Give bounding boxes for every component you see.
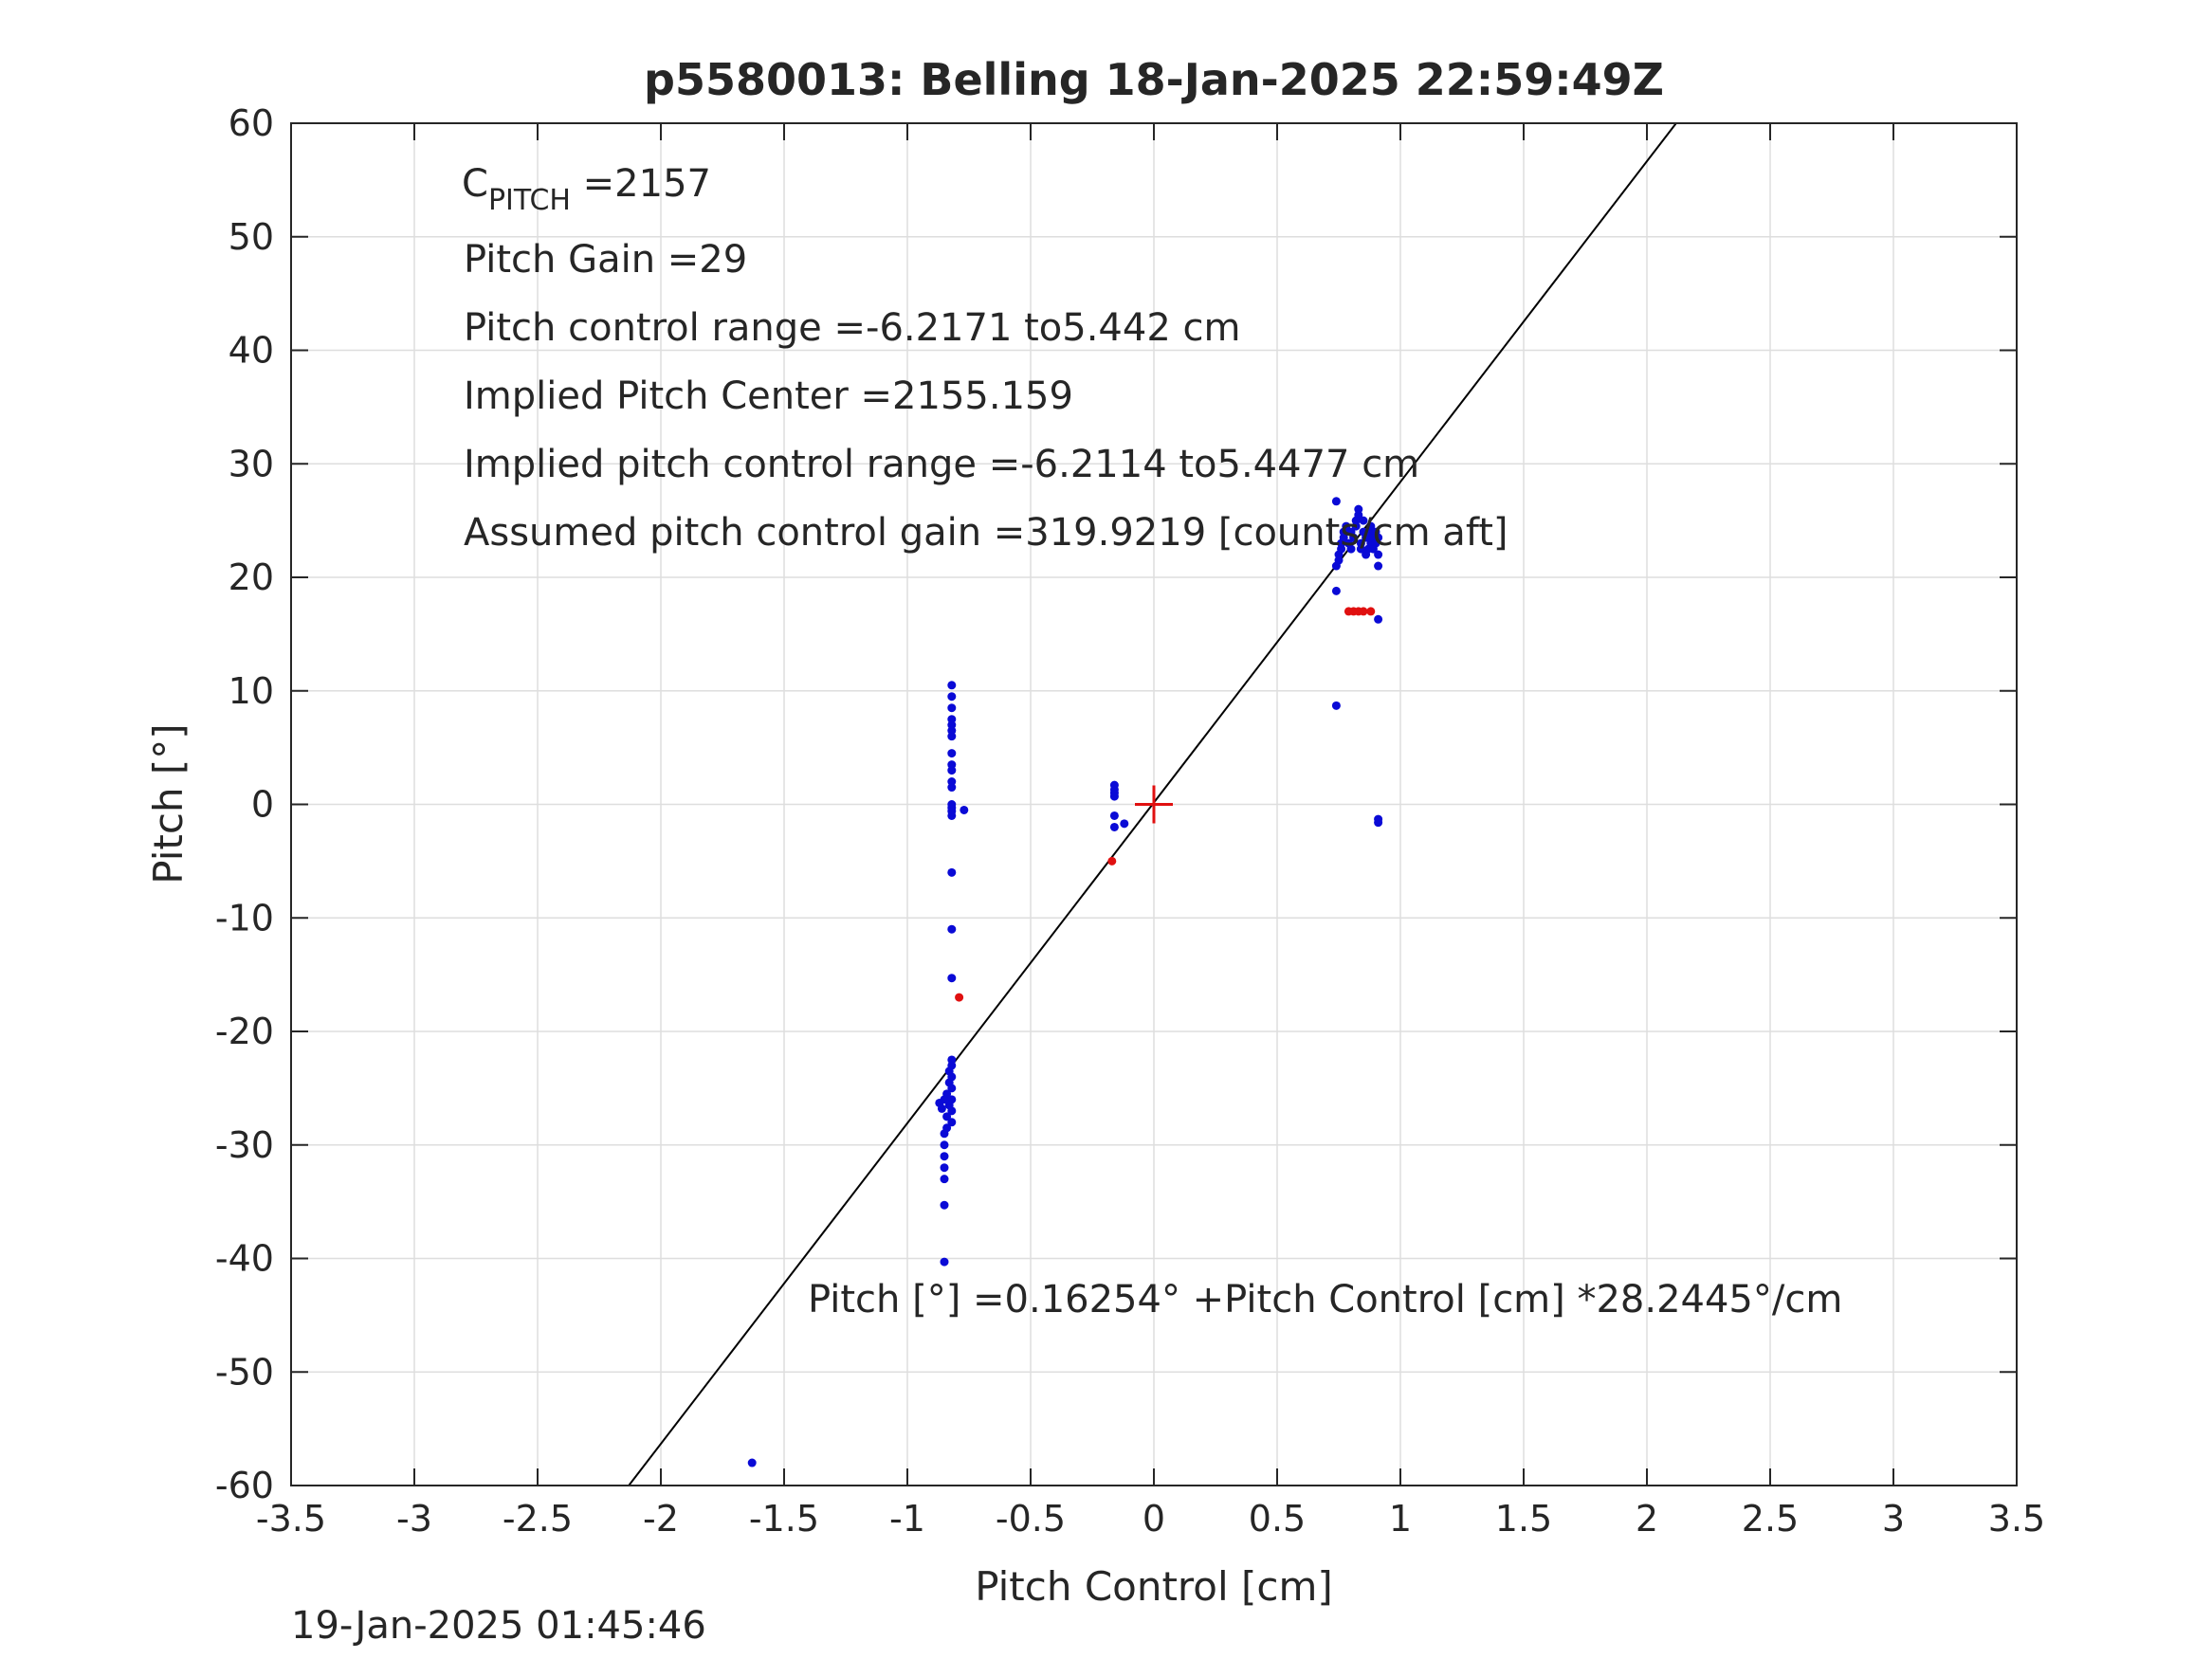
data-point — [1354, 504, 1363, 514]
y-tick-label: 0 — [251, 784, 274, 826]
data-point — [1120, 819, 1129, 829]
data-point — [955, 993, 964, 1002]
data-point — [947, 703, 957, 713]
data-point — [1356, 538, 1365, 548]
data-point — [947, 1084, 957, 1093]
x-tick-label: 1.5 — [1495, 1498, 1552, 1540]
data-point — [1346, 544, 1356, 554]
data-point — [1342, 521, 1351, 531]
x-axis-label: Pitch Control [cm] — [975, 1563, 1333, 1610]
chart-title: p5580013: Belling 18-Jan-2025 22:59:49Z — [644, 54, 1664, 105]
data-point — [940, 1257, 949, 1267]
data-point — [960, 805, 969, 814]
data-point — [940, 1140, 949, 1150]
annotation-fit-equation: Pitch [°] =0.16254° +Pitch Control [cm] … — [808, 1278, 1842, 1322]
data-point — [1366, 521, 1376, 531]
y-tick-label: -20 — [215, 1011, 274, 1052]
annotation-c-pitch: CPITCH =2157 — [462, 162, 711, 217]
data-point — [947, 749, 957, 758]
x-tick-label: -2.5 — [503, 1498, 573, 1540]
y-axis-label: Pitch [°] — [145, 723, 192, 884]
data-point — [937, 1103, 946, 1113]
center-marker — [1135, 785, 1173, 824]
data-point — [940, 1152, 949, 1161]
data-point — [947, 974, 957, 983]
data-point — [1374, 550, 1383, 559]
x-tick-label: 3 — [1882, 1498, 1905, 1540]
c-pitch-subscript: PITCH — [488, 184, 571, 217]
x-tick-label: -0.5 — [996, 1498, 1066, 1540]
data-point — [1374, 818, 1383, 828]
timestamp: 19-Jan-2025 01:45:46 — [291, 1604, 706, 1648]
data-point — [940, 1175, 949, 1184]
annotation-pitch-control-range: Pitch control range =-6.2171 to5.442 cm — [464, 306, 1240, 350]
data-points — [747, 497, 1383, 1468]
data-point — [1109, 822, 1119, 831]
data-point — [1349, 533, 1359, 542]
data-point — [1331, 701, 1341, 710]
data-point — [1109, 811, 1119, 820]
y-tick-label: -30 — [215, 1124, 274, 1166]
data-point — [1366, 607, 1376, 616]
data-point — [947, 924, 957, 934]
data-point — [940, 1200, 949, 1210]
data-point — [940, 1163, 949, 1173]
c-pitch-main: C — [462, 162, 488, 206]
data-point — [940, 1129, 949, 1139]
data-point — [1359, 607, 1368, 616]
x-tick-label: -2 — [643, 1498, 679, 1540]
data-point — [747, 1458, 757, 1468]
annotation-implied-range: Implied pitch control range =-6.2114 to5… — [464, 443, 1419, 486]
data-point — [947, 681, 957, 690]
data-point — [1107, 856, 1117, 866]
x-tick-label: 2.5 — [1742, 1498, 1799, 1540]
x-tick-label: 1 — [1389, 1498, 1412, 1540]
data-point — [947, 867, 957, 877]
data-point — [947, 811, 957, 820]
annotation-assumed-gain: Assumed pitch control gain =319.9219 [co… — [464, 511, 1508, 555]
x-tick-label: 3.5 — [1988, 1498, 2045, 1540]
annotation-implied-center: Implied Pitch Center =2155.159 — [464, 374, 1073, 418]
data-point — [1331, 497, 1341, 506]
data-point — [947, 766, 957, 775]
y-tick-labels: -60 -50 -40 -30 -20 -10 0 10 20 30 40 50 60 — [215, 102, 274, 1506]
data-point — [947, 692, 957, 702]
x-tick-labels: -3.5 -3 -2.5 -2 -1.5 -1 -0.5 0 0.5 1 1.5 2 2.5 3 3.5 — [256, 1498, 2045, 1540]
data-point — [1374, 614, 1383, 624]
data-point — [1374, 561, 1383, 571]
data-point — [1331, 586, 1341, 595]
data-point — [947, 732, 957, 741]
data-point — [942, 1112, 952, 1121]
y-tick-label: -60 — [215, 1465, 274, 1506]
y-tick-label: 60 — [229, 102, 274, 144]
c-pitch-value: =2157 — [571, 162, 711, 206]
y-tick-label: 40 — [229, 330, 274, 372]
x-tick-label: 0.5 — [1249, 1498, 1306, 1540]
x-tick-label: 0 — [1143, 1498, 1165, 1540]
y-tick-label: 50 — [229, 216, 274, 258]
data-point — [1109, 792, 1119, 801]
y-tick-label: 30 — [229, 443, 274, 484]
x-tick-label: 2 — [1636, 1498, 1658, 1540]
data-point — [947, 1118, 957, 1127]
y-tick-label: -50 — [215, 1351, 274, 1393]
y-tick-label: 10 — [229, 670, 274, 712]
x-tick-label: -3 — [396, 1498, 432, 1540]
annotation-pitch-gain: Pitch Gain =29 — [464, 238, 747, 282]
y-tick-label: -10 — [215, 897, 274, 939]
y-tick-label: 20 — [229, 556, 274, 598]
data-point — [1359, 516, 1368, 525]
data-point — [1374, 533, 1383, 542]
x-tick-label: -3.5 — [256, 1498, 326, 1540]
data-point — [947, 1106, 957, 1116]
tick-marks — [290, 122, 2018, 1486]
data-point — [947, 783, 957, 793]
x-tick-label: -1.5 — [749, 1498, 819, 1540]
y-tick-label: -40 — [215, 1238, 274, 1280]
x-tick-label: -1 — [889, 1498, 925, 1540]
